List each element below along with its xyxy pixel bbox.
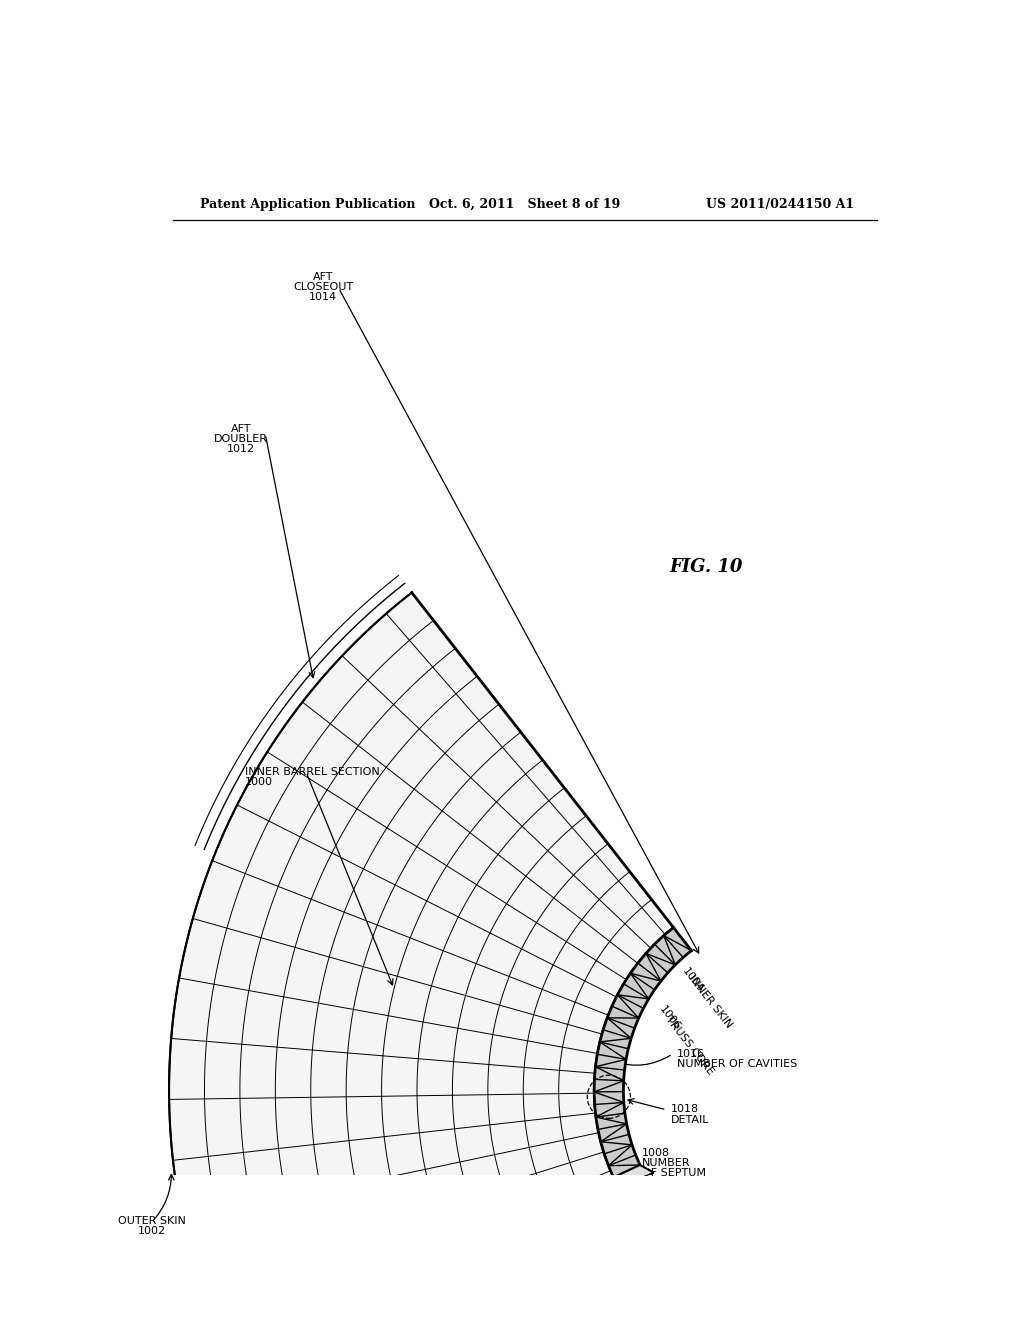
Text: CLOSEOUT: CLOSEOUT bbox=[293, 282, 353, 292]
Text: 1004: 1004 bbox=[681, 966, 706, 994]
Text: 1016: 1016 bbox=[677, 1048, 705, 1059]
Text: NUMBER OF CAVITIES: NUMBER OF CAVITIES bbox=[677, 1059, 797, 1069]
Text: AFT: AFT bbox=[230, 424, 251, 434]
Text: INNER BARREL SECTION: INNER BARREL SECTION bbox=[245, 767, 379, 776]
Text: NUMBER: NUMBER bbox=[642, 1158, 690, 1168]
Text: 1006: 1006 bbox=[657, 1005, 682, 1032]
Text: DETAIL: DETAIL bbox=[671, 1114, 709, 1125]
Polygon shape bbox=[594, 928, 691, 1177]
Text: 1014: 1014 bbox=[309, 293, 337, 302]
Text: INNER SKIN: INNER SKIN bbox=[687, 973, 734, 1030]
Text: US 2011/0244150 A1: US 2011/0244150 A1 bbox=[707, 198, 854, 211]
Polygon shape bbox=[228, 1166, 653, 1320]
Text: OF SEPTUM: OF SEPTUM bbox=[642, 1168, 706, 1177]
Text: 1002: 1002 bbox=[138, 1226, 166, 1237]
Text: 1000: 1000 bbox=[245, 776, 272, 787]
Text: Patent Application Publication: Patent Application Publication bbox=[200, 198, 416, 211]
Text: TRUSS CORE: TRUSS CORE bbox=[664, 1014, 716, 1076]
Text: FIG. 10: FIG. 10 bbox=[670, 557, 743, 576]
Text: OUTER SKIN: OUTER SKIN bbox=[118, 1217, 186, 1226]
Text: AFT: AFT bbox=[312, 272, 333, 282]
Text: 1018: 1018 bbox=[671, 1105, 698, 1114]
Text: DOUBLER: DOUBLER bbox=[214, 434, 267, 444]
Text: 1008: 1008 bbox=[642, 1148, 670, 1158]
Text: 1012: 1012 bbox=[226, 444, 255, 454]
Polygon shape bbox=[169, 593, 674, 1320]
Text: Oct. 6, 2011   Sheet 8 of 19: Oct. 6, 2011 Sheet 8 of 19 bbox=[429, 198, 621, 211]
